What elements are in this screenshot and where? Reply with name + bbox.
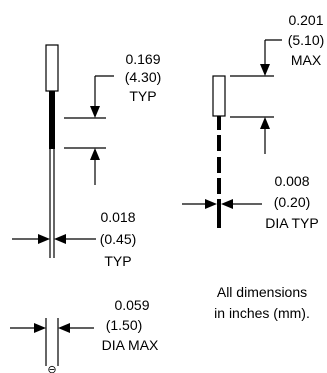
body-dia-qualifier: DIA MAX [102,337,159,353]
dimension-body-length-right: 0.201 (5.10) MAX [230,12,324,154]
body-dia-mm: (1.50) [106,317,143,333]
body-length-left-mm: (4.30) [125,69,162,85]
body-length-right-qualifier: MAX [291,52,322,68]
right-part [212,75,226,228]
left-part [45,44,59,258]
body-length-left-qualifier: TYP [129,88,156,104]
dimension-body-length-left: 0.169 (4.30) TYP [64,51,161,185]
left-part-body [45,44,59,92]
right-part-body [212,75,226,117]
body-length-left-inches: 0.169 [125,51,160,67]
lead-dia-right-mm: (0.20) [274,194,311,210]
body-length-right-mm: (5.10) [288,32,325,48]
lead-spacing-qualifier: TYP [104,253,131,269]
dimension-body-dia: 0.059 (1.50) DIA MAX [10,297,159,366]
left-part-lead-thick [49,91,55,149]
dimension-lead-spacing: 0.018 (0.45) TYP [12,209,136,269]
note-line-1: All dimensions [217,284,307,300]
body-dia-inches: 0.059 [114,297,149,313]
lead-spacing-inches: 0.018 [100,209,135,225]
lead-dia-right-inches: 0.008 [274,173,309,189]
body-length-right-inches: 0.201 [288,12,323,28]
lead-spacing-mm: (0.45) [100,231,137,247]
lead-dia-right-qualifier: DIA TYP [265,215,318,231]
polarity-mark-icon: ⊖ [47,363,56,373]
dimension-lead-dia-right: 0.008 (0.20) DIA TYP [182,173,319,231]
note-line-2: in inches (mm). [214,305,310,321]
